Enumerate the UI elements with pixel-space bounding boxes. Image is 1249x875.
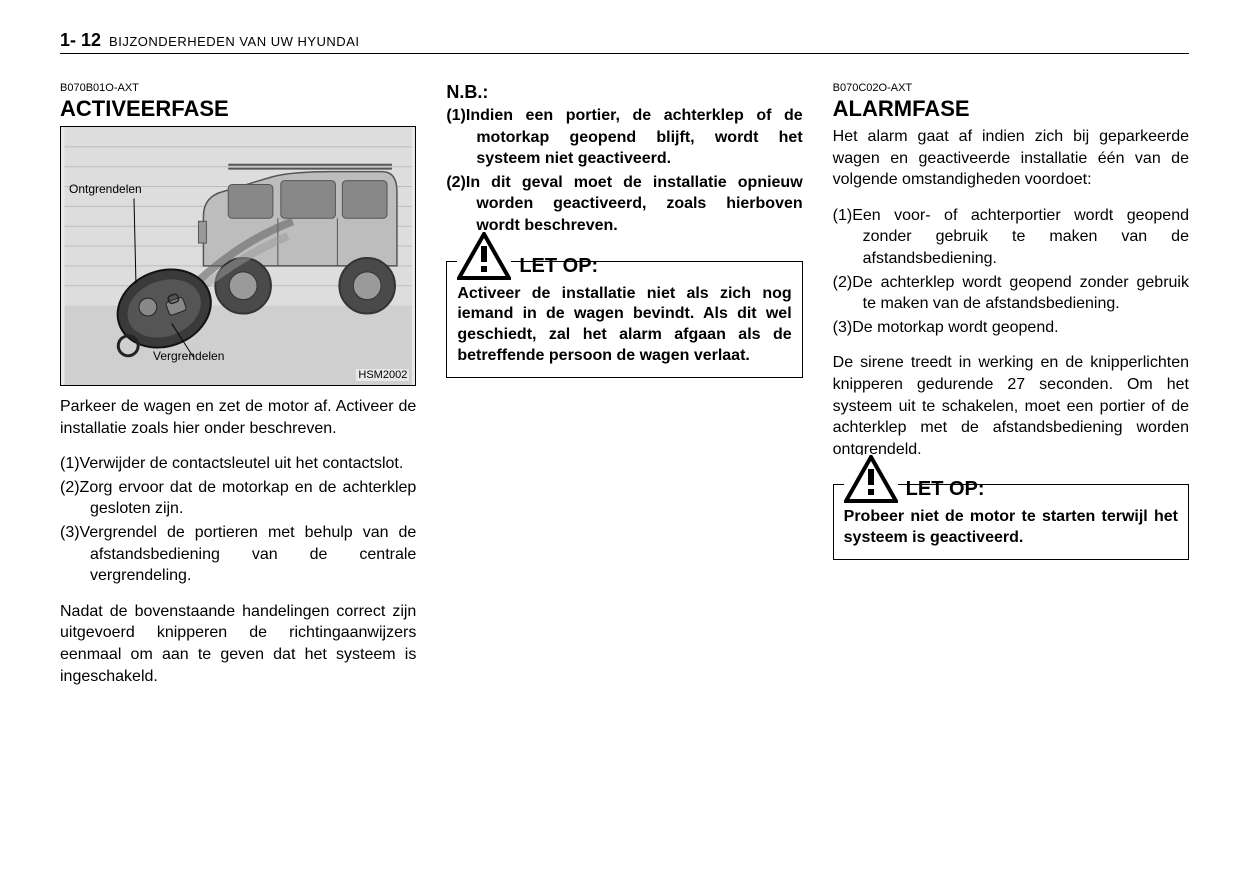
- figure-label-unlock: Ontgrendelen: [69, 182, 142, 196]
- col3-item-3: (3)De motorkap wordt geopend.: [833, 317, 1189, 339]
- figure-image-code: HSM2002: [356, 369, 409, 381]
- page-header: 1- 12 BIJZONDERHEDEN VAN UW HYUNDAI: [60, 30, 1189, 54]
- column-3: B070C02O-AXT ALARMFASE Het alarm gaat af…: [833, 82, 1189, 701]
- col3-items: (1)Een voor- of achterportier wordt geop…: [833, 205, 1189, 339]
- column-2: N.B.: (1)Indien een portier, de achterkl…: [446, 82, 802, 701]
- warning-triangle-icon: [844, 455, 898, 503]
- section-code-1: B070B01O-AXT: [60, 82, 416, 94]
- col1-step-2: (2)Zorg ervoor dat de motorkap en de ach…: [60, 477, 416, 520]
- warning-header: LET OP:: [457, 232, 791, 280]
- warning-header-3: LET OP:: [844, 455, 1178, 503]
- warning-title-col2: LET OP:: [519, 255, 598, 280]
- col3-item-1: (1)Een voor- of achterportier wordt geop…: [833, 205, 1189, 270]
- col3-intro: Het alarm gaat af indien zich bij gepark…: [833, 126, 1189, 191]
- col1-step-3: (3)Vergrendel de portieren met behulp va…: [60, 522, 416, 587]
- figure-label-lock: Vergrendelen: [153, 349, 224, 363]
- nb-item-2: (2)In dit geval moet de installatie opni…: [446, 172, 802, 237]
- nb-items: (1)Indien een portier, de achterklep of …: [446, 105, 802, 237]
- col1-step-1: (1)Verwijder de contactsleutel uit het c…: [60, 453, 416, 475]
- nb-item-1: (1)Indien een portier, de achterklep of …: [446, 105, 802, 170]
- warning-triangle-icon: [457, 232, 511, 280]
- warning-box-col3: LET OP: Probeer niet de motor te starten…: [833, 484, 1189, 560]
- col3-after: De sirene treedt in werking en de knippe…: [833, 352, 1189, 460]
- warning-body-col3: Probeer niet de motor te starten terwijl…: [844, 507, 1178, 549]
- col1-steps: (1)Verwijder de contactsleutel uit het c…: [60, 453, 416, 587]
- page-title: BIJZONDERHEDEN VAN UW HYUNDAI: [109, 34, 359, 49]
- warning-body-col2: Activeer de installatie niet als zich no…: [457, 284, 791, 367]
- section-code-3: B070C02O-AXT: [833, 82, 1189, 94]
- column-1: B070B01O-AXT ACTIVEERFASE: [60, 82, 416, 701]
- section-heading-alarmfase: ALARMFASE: [833, 96, 1189, 122]
- col3-item-2: (2)De achterklep wordt geopend zonder ge…: [833, 272, 1189, 315]
- page-number: 1- 12: [60, 30, 101, 51]
- warning-box-col2: LET OP: Activeer de installatie niet als…: [446, 261, 802, 378]
- col1-after: Nadat de bovenstaande handelingen correc…: [60, 601, 416, 687]
- col1-intro: Parkeer de wagen en zet de motor af. Act…: [60, 396, 416, 439]
- content-columns: B070B01O-AXT ACTIVEERFASE: [60, 82, 1189, 701]
- nb-heading: N.B.:: [446, 82, 802, 103]
- warning-title-col3: LET OP:: [906, 478, 985, 503]
- vehicle-key-figure: Ontgrendelen Vergrendelen HSM2002: [60, 126, 416, 386]
- section-heading-activeerfase: ACTIVEERFASE: [60, 96, 416, 122]
- vehicle-key-illustration: [61, 127, 415, 385]
